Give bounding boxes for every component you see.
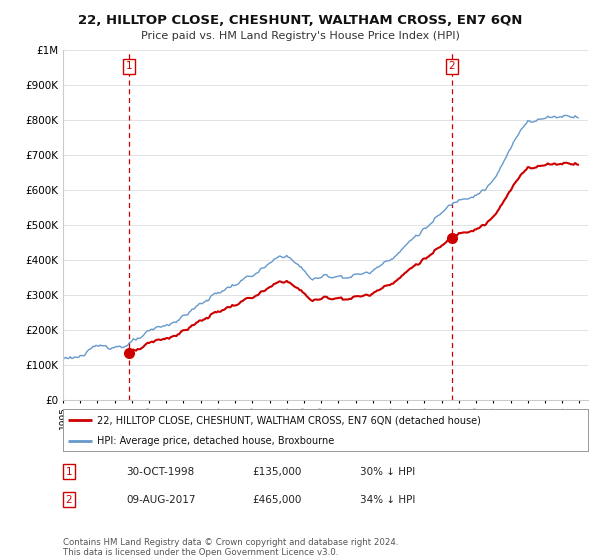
Text: 1: 1 xyxy=(125,61,132,71)
Text: 30% ↓ HPI: 30% ↓ HPI xyxy=(360,466,415,477)
Text: Contains HM Land Registry data © Crown copyright and database right 2024.
This d: Contains HM Land Registry data © Crown c… xyxy=(63,538,398,557)
Text: 1: 1 xyxy=(65,466,73,477)
Text: 30-OCT-1998: 30-OCT-1998 xyxy=(126,466,194,477)
Text: 09-AUG-2017: 09-AUG-2017 xyxy=(126,494,196,505)
Text: 2: 2 xyxy=(448,61,455,71)
Text: HPI: Average price, detached house, Broxbourne: HPI: Average price, detached house, Brox… xyxy=(97,436,334,446)
Text: 22, HILLTOP CLOSE, CHESHUNT, WALTHAM CROSS, EN7 6QN (detached house): 22, HILLTOP CLOSE, CHESHUNT, WALTHAM CRO… xyxy=(97,415,481,425)
Text: 34% ↓ HPI: 34% ↓ HPI xyxy=(360,494,415,505)
Text: £135,000: £135,000 xyxy=(252,466,301,477)
Text: 22, HILLTOP CLOSE, CHESHUNT, WALTHAM CROSS, EN7 6QN: 22, HILLTOP CLOSE, CHESHUNT, WALTHAM CRO… xyxy=(78,14,522,27)
Text: 2: 2 xyxy=(65,494,73,505)
Text: £465,000: £465,000 xyxy=(252,494,301,505)
Text: Price paid vs. HM Land Registry's House Price Index (HPI): Price paid vs. HM Land Registry's House … xyxy=(140,31,460,41)
